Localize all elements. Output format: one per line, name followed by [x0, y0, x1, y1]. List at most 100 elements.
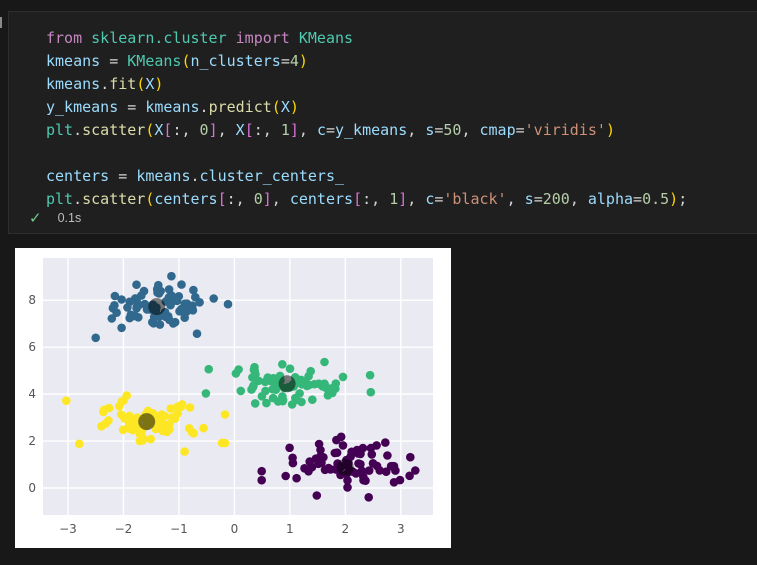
- code-token: =: [515, 121, 525, 139]
- scatter-point: [209, 294, 218, 303]
- scatter-point: [343, 483, 352, 492]
- scatter-point: [268, 393, 278, 403]
- code-token: fit: [109, 75, 137, 93]
- scatter-point: [338, 372, 348, 382]
- scatter-point: [160, 411, 169, 421]
- code-token: (: [181, 52, 191, 70]
- code-token: ,: [407, 190, 426, 208]
- scatter-point: [134, 313, 143, 322]
- x-tick-label: −2: [115, 522, 133, 536]
- scatter-point: [406, 452, 415, 462]
- code-token: 1: [280, 121, 290, 139]
- scatter-point: [170, 414, 180, 423]
- code-token: =: [118, 167, 137, 185]
- code-token: ): [154, 75, 164, 93]
- scatter-point: [185, 403, 195, 412]
- scatter-point: [177, 400, 187, 409]
- scatter-point: [104, 416, 113, 425]
- scatter-point: [192, 329, 202, 338]
- code-token: =: [633, 190, 643, 208]
- scatter-point: [356, 449, 365, 459]
- code-token: =: [325, 121, 335, 139]
- scatter-point: [181, 304, 191, 313]
- code-editor[interactable]: from sklearn.cluster import KMeans kmeans…: [9, 12, 757, 211]
- scatter-point: [188, 306, 198, 315]
- x-tick-label: −3: [59, 522, 77, 536]
- scatter-point: [260, 377, 270, 387]
- x-tick-labels: −3 −2 −1 0 1 2 3: [59, 522, 405, 536]
- scatter-point: [257, 392, 267, 401]
- scatter-point: [375, 466, 385, 475]
- code-token: kmeans: [46, 75, 101, 93]
- code-token: KMeans: [127, 52, 182, 70]
- code-token: ]: [262, 190, 272, 208]
- code-token: 'viridis': [524, 121, 606, 139]
- code-token: .: [100, 75, 110, 93]
- code-token: s: [524, 190, 534, 208]
- cluster-green: [201, 357, 376, 409]
- code-token: =: [280, 52, 290, 70]
- code-token: alpha: [587, 190, 634, 208]
- scatter-point: [97, 422, 106, 431]
- scatter-point: [117, 323, 126, 333]
- scatter-point: [146, 434, 155, 444]
- scatter-point: [285, 443, 294, 453]
- scatter-point: [234, 365, 243, 374]
- scatter-point: [204, 364, 213, 374]
- code-token: import: [235, 29, 299, 47]
- scatter-point: [381, 438, 390, 447]
- execution-status: ✓ 0.1s: [9, 207, 757, 229]
- scatter-point: [62, 396, 71, 405]
- code-line-8: plt.scatter(centers[:, 0], centers[:, 1]…: [46, 188, 757, 211]
- code-token: centers: [46, 167, 119, 185]
- code-token: (: [145, 190, 155, 208]
- code-token: ]: [398, 190, 408, 208]
- code-token: ,: [407, 121, 426, 139]
- y-tick-label: 2: [28, 434, 36, 448]
- y-tick-label: 8: [28, 293, 36, 307]
- scatter-point: [123, 416, 133, 425]
- scatter-point: [295, 377, 304, 386]
- plot-output: −3 −2 −1 0 1 2 3 0 2 4 6 8: [15, 248, 451, 548]
- scatter-point: [220, 438, 230, 448]
- scatter-point: [123, 303, 132, 312]
- x-tick-label: 2: [342, 522, 350, 536]
- code-token: ,: [298, 121, 317, 139]
- scatter-point: [180, 313, 189, 322]
- code-token: :,: [362, 190, 390, 208]
- scatter-point: [154, 289, 164, 298]
- code-token: 1: [389, 190, 399, 208]
- code-token: ): [605, 121, 615, 139]
- code-token: KMeans: [298, 29, 354, 47]
- code-token: .: [190, 167, 200, 185]
- x-tick-label: −1: [170, 522, 188, 536]
- scatter-point: [180, 447, 189, 456]
- scatter-point: [336, 432, 346, 442]
- code-token: =: [434, 121, 444, 139]
- gridlines: [43, 258, 433, 515]
- code-token: from: [46, 29, 92, 47]
- scatter-point: [271, 381, 280, 390]
- code-line-1: from sklearn.cluster import KMeans: [46, 27, 757, 50]
- scatter-point: [148, 317, 157, 327]
- data-points: [62, 271, 420, 502]
- scatter-point: [343, 476, 352, 485]
- code-cell[interactable]: from sklearn.cluster import KMeans kmeans…: [8, 11, 757, 234]
- cluster-centers: [138, 298, 354, 476]
- scatter-point: [165, 425, 174, 434]
- cluster-center-point: [148, 298, 166, 316]
- code-token: [: [244, 121, 254, 139]
- scatter-point: [139, 286, 149, 296]
- scatter-point: [368, 459, 378, 468]
- code-token: =: [533, 190, 543, 208]
- scatter-point: [312, 491, 322, 500]
- code-token: (: [271, 98, 281, 116]
- scatter-point: [361, 476, 370, 485]
- scatter-point: [99, 407, 108, 417]
- scatter-point: [250, 362, 259, 372]
- code-token: =: [127, 98, 146, 116]
- cluster-center-point: [278, 375, 296, 393]
- scatter-point: [315, 454, 325, 464]
- code-token: 4: [289, 52, 299, 70]
- execution-time: 0.1s: [57, 211, 82, 225]
